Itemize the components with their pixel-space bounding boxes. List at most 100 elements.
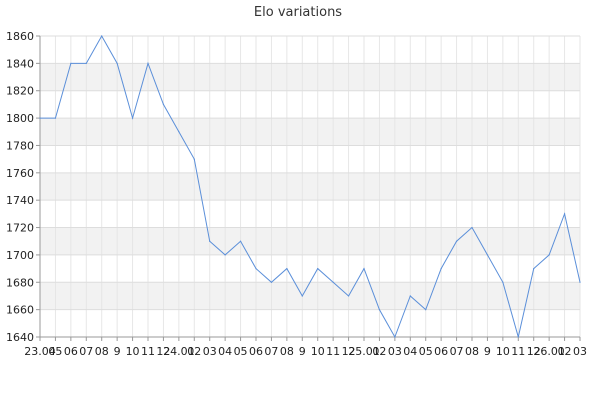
- data-point: [579, 281, 581, 283]
- vertical-gridlines: [39, 36, 581, 337]
- data-point: [131, 117, 134, 119]
- data-point: [70, 62, 72, 64]
- x-tick-label: 08: [465, 345, 479, 358]
- y-tick-label: 1780: [6, 139, 34, 152]
- data-point: [471, 226, 473, 229]
- x-tick-label: 06: [249, 345, 263, 358]
- data-point: [394, 336, 396, 338]
- data-point: [440, 267, 442, 270]
- data-point: [455, 240, 458, 242]
- data-point: [486, 254, 489, 256]
- x-tick-label: 06: [64, 345, 78, 358]
- y-tick-label: 1840: [6, 57, 34, 70]
- x-tick-label: 12: [156, 345, 170, 358]
- data-point: [147, 62, 149, 64]
- data-point: [101, 35, 103, 37]
- series-group: [39, 34, 581, 339]
- x-tick-label: 05: [419, 345, 433, 358]
- x-tick-label: 25.01: [348, 345, 380, 358]
- data-point: [85, 62, 87, 64]
- x-tick-label: 10: [311, 345, 325, 358]
- x-tick-label: 23.04: [24, 345, 56, 358]
- x-tick-label: 04: [403, 345, 417, 358]
- data-point: [347, 295, 350, 297]
- y-tick-label: 1740: [6, 194, 34, 207]
- data-point: [286, 267, 288, 270]
- data-point: [517, 336, 519, 338]
- axes: [39, 36, 580, 338]
- x-tick-label: 11: [141, 345, 155, 358]
- x-tick-label: 05: [48, 345, 62, 358]
- x-tick-label: 07: [450, 345, 464, 358]
- y-tick-label: 1760: [6, 167, 34, 180]
- data-point: [209, 240, 211, 242]
- x-tick-label: 12: [342, 345, 356, 358]
- y-tick-label: 1700: [6, 249, 34, 262]
- x-tick-label: 26.01: [533, 345, 565, 358]
- data-point: [502, 281, 504, 283]
- data-point: [425, 309, 427, 311]
- data-point: [54, 117, 57, 119]
- data-point: [533, 267, 535, 270]
- x-tick-label: 24.01: [163, 345, 195, 358]
- data-point: [301, 295, 303, 297]
- x-tick-label: 08: [280, 345, 294, 358]
- y-tick-label: 1820: [6, 85, 34, 98]
- x-tick-label: 9: [299, 345, 306, 358]
- x-tick-label: 03: [573, 345, 587, 358]
- x-tick-label: 03: [203, 345, 217, 358]
- data-point: [224, 254, 226, 256]
- data-point: [563, 213, 566, 215]
- y-tick-label: 1640: [6, 331, 34, 344]
- x-tick-label: 02: [372, 345, 386, 358]
- x-tick-label: 10: [496, 345, 510, 358]
- data-point: [317, 267, 319, 270]
- y-tick-label: 1660: [6, 304, 34, 317]
- x-tick-label: 08: [95, 345, 109, 358]
- x-tick-label: 07: [264, 345, 278, 358]
- data-point: [193, 158, 195, 160]
- x-tick-label: 10: [126, 345, 140, 358]
- data-point: [162, 103, 165, 106]
- series-line: [40, 34, 581, 339]
- data-point: [270, 281, 273, 283]
- data-point: [239, 240, 242, 242]
- y-tick-label: 1860: [6, 30, 34, 43]
- y-axis-ticks: 1640 1660 1680 1700 1720 1740 1760 1780 1800 1820…: [6, 30, 40, 344]
- data-point: [363, 267, 365, 270]
- data-point: [255, 267, 257, 270]
- data-point: [378, 309, 381, 311]
- y-tick-label: 1800: [6, 112, 34, 125]
- data-point: [548, 254, 550, 256]
- x-tick-label: 07: [79, 345, 93, 358]
- x-tick-label: 05: [234, 345, 248, 358]
- x-tick-label: 9: [484, 345, 491, 358]
- background-band: [40, 282, 580, 310]
- background-band: [40, 227, 580, 255]
- background-band: [40, 63, 580, 91]
- data-point: [332, 281, 334, 283]
- y-tick-label: 1680: [6, 276, 34, 289]
- chart-title: Elo variations: [254, 5, 342, 20]
- background-bands: [40, 63, 580, 310]
- x-tick-label: 04: [218, 345, 232, 358]
- x-tick-label: 11: [511, 345, 525, 358]
- y-tick-label: 1720: [6, 222, 34, 235]
- x-tick-label: 9: [114, 345, 121, 358]
- horizontal-gridlines: [40, 35, 580, 338]
- x-tick-label: 03: [388, 345, 402, 358]
- data-point: [116, 62, 118, 64]
- background-band: [40, 118, 580, 146]
- data-point: [409, 295, 411, 297]
- x-tick-label: 02: [187, 345, 201, 358]
- x-tick-label: 02: [558, 345, 572, 358]
- x-tick-label: 12: [527, 345, 541, 358]
- x-tick-label: 11: [326, 345, 340, 358]
- x-tick-label: 06: [434, 345, 448, 358]
- background-band: [40, 172, 580, 201]
- data-point: [39, 117, 41, 119]
- data-point: [178, 131, 180, 133]
